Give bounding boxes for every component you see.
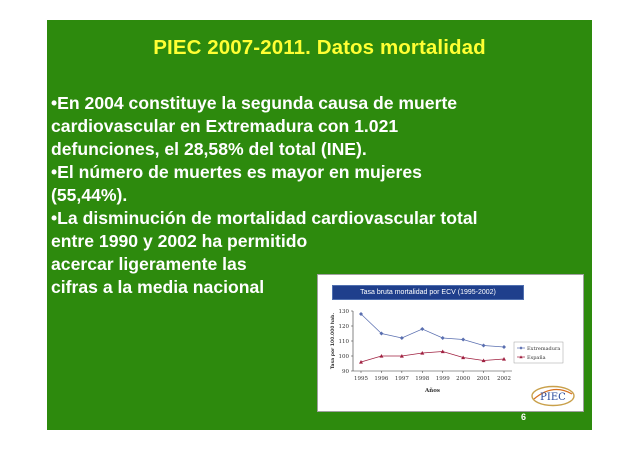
y-axis-label: Tasa por 100.000 hab.: [330, 313, 336, 369]
chart-canvas: 90 100 110 120 130 1995 1996 1997 1998 1999 2000 20…: [330, 309, 564, 394]
bullet-line: cifras a la media nacional: [51, 277, 265, 297]
legend-entry: España: [527, 354, 546, 361]
bullet-text: •En 2004 constituye la segunda causa de …: [51, 92, 591, 299]
data-point: [359, 312, 363, 316]
bullet-line: acercar ligeramente las: [51, 254, 247, 274]
piec-logo-icon: PIEC: [531, 385, 575, 407]
bullet-line: defunciones, el 28,58% del total (INE).: [51, 139, 367, 159]
data-point: [440, 336, 445, 340]
slide: PIEC 2007-2011. Datos mortalidad •En 200…: [47, 20, 592, 430]
bullet-line: •En 2004 constituye la segunda causa de …: [51, 93, 458, 113]
data-point: [379, 331, 384, 336]
x-tick-label: 1999: [436, 376, 450, 382]
x-tick-label: 1996: [374, 376, 388, 382]
data-point: [359, 360, 363, 364]
data-point: [502, 345, 506, 349]
bullet-line: entre 1990 y 2002 ha permitido: [51, 231, 308, 251]
x-axis-label: Años: [424, 387, 440, 394]
y-tick-label: 120: [339, 324, 350, 330]
y-tick-label: 90: [342, 369, 349, 375]
legend-marker: [519, 346, 523, 350]
series-line: [360, 313, 505, 348]
data-point: [481, 343, 486, 348]
bullet-line: •El número de muertes es mayor en mujere…: [51, 162, 422, 182]
data-point: [399, 336, 404, 340]
bullet-line: •La disminución de mortalidad cardiovasc…: [51, 208, 478, 228]
chart-title: Tasa bruta mortalidad por ECV (1995-2002…: [332, 285, 524, 300]
mortality-chart: 90 100 110 120 130 1995 1996 1997 1998 1999 2000 20…: [317, 274, 584, 412]
legend-box: [513, 341, 564, 364]
legend-entry: Extremadura: [527, 346, 560, 352]
data-point: [461, 355, 466, 360]
bullet-line: (55,44%).: [51, 185, 128, 205]
data-point: [481, 358, 486, 363]
series-line: [360, 351, 505, 363]
x-tick-label: 1995: [354, 376, 368, 382]
x-tick-label: 2000: [456, 376, 470, 382]
y-tick-label: 130: [339, 309, 350, 315]
x-tick-label: 1998: [415, 376, 429, 382]
x-tick-label: 2001: [477, 376, 491, 382]
data-point: [440, 349, 445, 354]
y-tick-label: 110: [339, 339, 350, 345]
bullet-line: cardiovascular en Extremadura con 1.021: [51, 116, 399, 136]
y-tick-label: 100: [339, 354, 350, 360]
page-number: 6: [520, 412, 526, 422]
logo-text: PIEC: [540, 392, 566, 403]
legend-marker: [519, 355, 523, 359]
data-point: [502, 357, 506, 361]
data-point: [461, 337, 466, 342]
slide-title: PIEC 2007-2011. Datos mortalidad: [153, 36, 486, 59]
data-point: [420, 351, 425, 355]
data-point: [399, 354, 404, 358]
x-tick-label: 2002: [497, 376, 511, 382]
data-point: [379, 354, 384, 358]
x-tick-label: 1997: [395, 376, 409, 382]
data-point: [420, 327, 425, 331]
